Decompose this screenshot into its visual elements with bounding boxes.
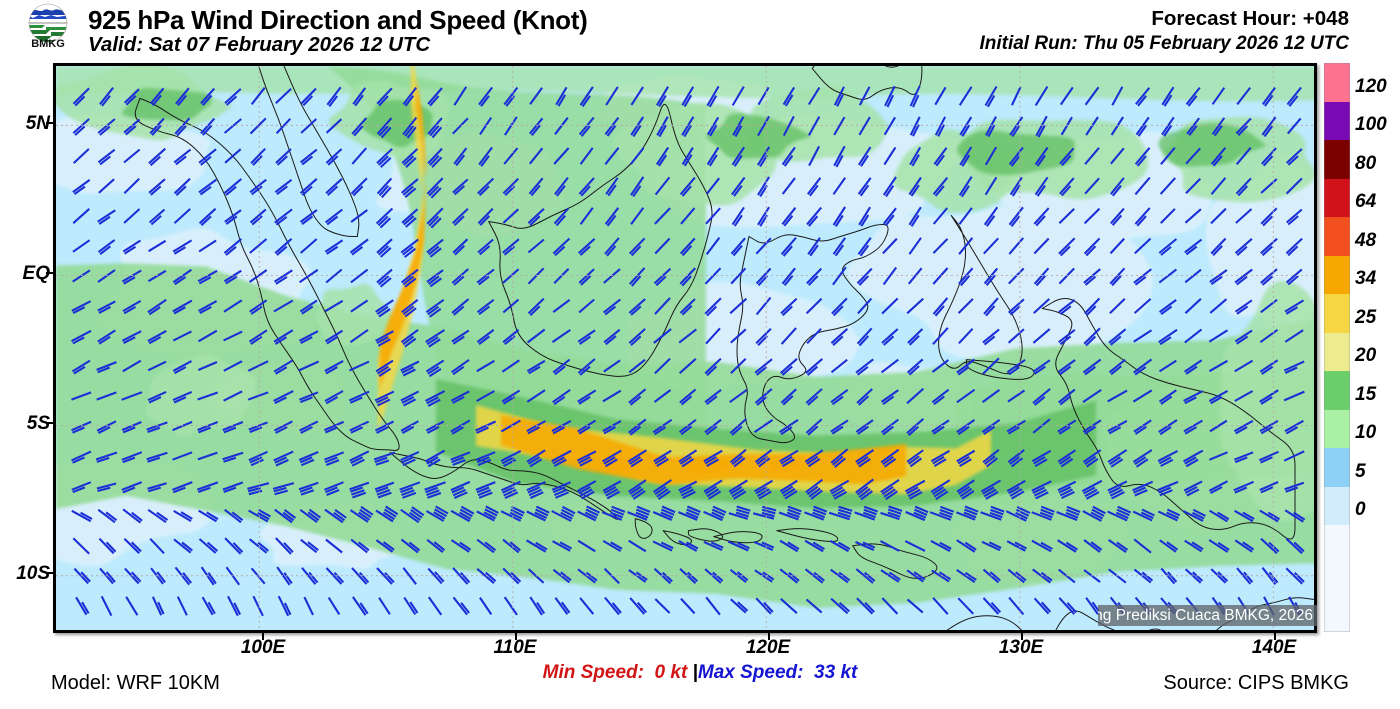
svg-text:BMKG: BMKG bbox=[31, 38, 65, 47]
